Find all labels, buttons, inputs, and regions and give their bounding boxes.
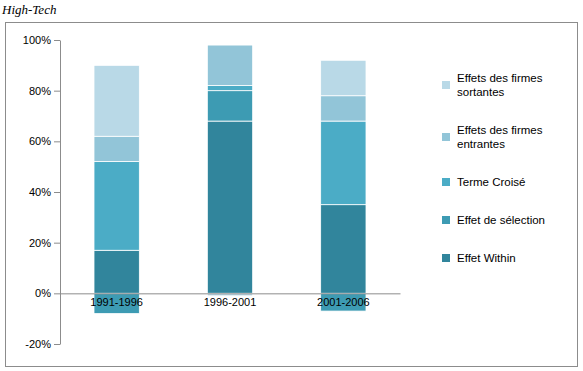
bars	[94, 45, 366, 314]
y-tick-mark	[54, 192, 60, 193]
y-tick-label: 100%	[23, 34, 51, 46]
x-tick: 1996-2001	[204, 293, 257, 308]
x-tick-label: 2001-2006	[317, 296, 370, 308]
bar-segment	[207, 45, 252, 86]
x-axis-line	[61, 293, 401, 294]
y-axis-line	[60, 41, 61, 345]
bar-segment	[321, 121, 366, 205]
y-tick-label: 60%	[29, 135, 51, 147]
legend: Effets des firmessortantes Effets des fir…	[442, 72, 545, 264]
x-tick: 2001-2006	[317, 293, 370, 308]
legend-label: Effet Within	[457, 252, 516, 264]
x-axis: 1991-1996 1996-2001 2001-2006	[61, 293, 401, 308]
bar-segment	[94, 162, 139, 251]
y-tick-mark	[54, 91, 60, 92]
y-tick-label: 40%	[29, 186, 51, 198]
bar-segment	[321, 60, 366, 95]
y-tick-mark	[54, 344, 60, 345]
y-tick: 20%	[29, 237, 60, 249]
y-tick-label: -20%	[25, 338, 51, 350]
legend-label: Effets des firmessortantes	[457, 72, 543, 98]
y-tick-mark	[54, 293, 60, 294]
bar-segment	[207, 86, 252, 91]
y-tick: 0%	[35, 287, 60, 299]
y-axis: -20% 0% 20% 40% 60% 80% 100%	[23, 34, 61, 350]
y-tick-mark	[54, 40, 60, 41]
y-tick-label: 0%	[35, 287, 51, 299]
bar-segment	[321, 96, 366, 121]
y-tick-mark	[54, 243, 60, 244]
bar-segment	[94, 250, 139, 293]
bar-segment	[94, 136, 139, 161]
y-tick: 60%	[29, 135, 60, 147]
x-tick-label: 1996-2001	[204, 296, 257, 308]
y-tick-label: 80%	[29, 85, 51, 97]
title: High-Tech	[1, 2, 56, 17]
chart-frame	[6, 23, 578, 367]
legend-label: Terme Croisé	[457, 176, 525, 188]
bar-segment	[321, 205, 366, 294]
chart: High-Tech -20% 0% 20% 40% 60% 80% 100% 1991-1996…	[0, 0, 583, 371]
y-tick: -20%	[25, 338, 60, 350]
y-tick-label: 20%	[29, 237, 51, 249]
legend-swatch	[442, 178, 450, 186]
legend-swatch	[442, 254, 450, 262]
legend-swatch	[442, 133, 450, 141]
y-tick: 40%	[29, 186, 60, 198]
legend-swatch	[442, 216, 450, 224]
y-tick-mark	[54, 141, 60, 142]
legend-label: Effets des firmesentrantes	[457, 124, 543, 150]
legend-label: Effet de sélection	[457, 214, 545, 226]
bar-segment	[207, 91, 252, 121]
x-tick: 1991-1996	[90, 293, 143, 308]
x-tick-label: 1991-1996	[90, 296, 143, 308]
bar-segment	[207, 121, 252, 293]
y-tick: 80%	[29, 85, 60, 97]
y-tick: 100%	[23, 34, 60, 46]
bar-segment	[94, 65, 139, 136]
legend-swatch	[442, 81, 450, 89]
